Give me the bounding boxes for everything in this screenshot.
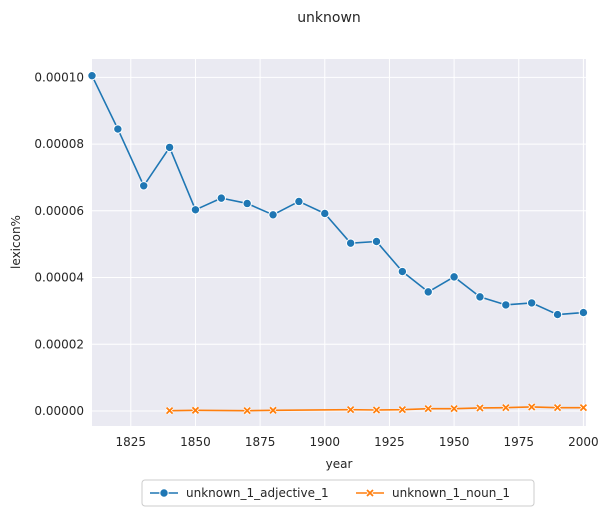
noun-series-point-stroke — [243, 407, 251, 415]
legend-entry-adjective-label: unknown_1_adjective_1 — [186, 486, 329, 500]
legend-entry-noun-label: unknown_1_noun_1 — [392, 486, 510, 500]
adjective-series-point — [501, 300, 511, 310]
noun-series-point-stroke — [269, 406, 277, 414]
x-tick-label: 1900 — [310, 435, 341, 449]
noun-series-point-stroke — [502, 404, 510, 412]
adjective-series-point — [423, 287, 433, 297]
legend-box — [141, 479, 535, 507]
adjective-series-point — [216, 193, 227, 203]
noun-series-point — [501, 403, 511, 412]
x-tick-label: 1925 — [374, 435, 405, 449]
adjective-series-point — [552, 309, 563, 320]
adjective-series — [87, 70, 589, 320]
noun-series-point-stroke — [579, 404, 588, 412]
y-tick-label: 0.00002 — [34, 337, 84, 351]
adjective-series-point — [294, 196, 304, 207]
x-tick-label: 2000 — [568, 435, 599, 449]
x-tick-label: 1850 — [180, 435, 211, 449]
noun-series-point-stroke — [372, 406, 381, 414]
adjective-series-point — [320, 208, 330, 219]
adjective-series-point — [113, 124, 123, 134]
noun-series-point-stroke — [191, 406, 200, 414]
x-tick-label: 1950 — [439, 435, 470, 449]
noun-series-point — [398, 405, 407, 414]
legend-entry-adjective-marker — [159, 488, 169, 498]
adjective-series-point — [242, 198, 252, 209]
noun-series-point-stroke — [528, 403, 536, 411]
noun-series-point — [346, 405, 355, 414]
adjective-series-point — [345, 238, 356, 248]
noun-series-point — [475, 403, 485, 413]
adjective-series-point — [578, 307, 589, 318]
adjective-series-point — [449, 272, 459, 282]
legend-entry-adjective: unknown_1_adjective_1 — [150, 486, 329, 500]
adjective-series-point — [164, 142, 175, 153]
noun-series-point-stroke — [347, 406, 355, 414]
y-axis-label: lexicon% — [9, 215, 23, 269]
legend-entry-noun-marker-stroke — [366, 489, 374, 497]
y-tick-label: 0.00006 — [34, 204, 84, 218]
adjective-series-point — [190, 205, 201, 215]
series-layer — [87, 70, 589, 415]
adjective-series-point — [397, 266, 408, 277]
x-axis-label: year — [326, 457, 353, 471]
noun-series-point — [191, 406, 200, 415]
noun-series-point — [372, 405, 381, 415]
adjective-series-point — [139, 181, 149, 191]
noun-series-point — [449, 404, 459, 413]
x-tick-label: 1975 — [503, 435, 534, 449]
legend: unknown_1_adjective_1 unknown_1_noun_1 — [141, 479, 535, 507]
noun-series-point — [242, 406, 252, 415]
y-tick-label: 0.00000 — [34, 404, 84, 418]
y-tick-label: 0.00008 — [34, 137, 84, 151]
noun-series-line — [169, 406, 584, 412]
adjective-series-point — [87, 70, 97, 81]
noun-series-point-stroke — [165, 407, 174, 415]
grid — [92, 59, 586, 426]
chart-title: unknown — [297, 10, 361, 26]
adjective-series-point — [526, 298, 537, 308]
noun-series-point-stroke — [450, 405, 458, 413]
legend-entry-noun-marker — [365, 488, 375, 498]
plot-area — [92, 59, 586, 426]
noun-series-point — [553, 403, 562, 412]
legend-entry-noun: unknown_1_noun_1 — [356, 486, 510, 500]
x-tick-label: 1825 — [116, 435, 147, 449]
noun-series-point-stroke — [553, 404, 562, 412]
x-tick-label: 1875 — [245, 435, 276, 449]
noun-series-point-stroke — [424, 405, 432, 413]
noun-series-point — [165, 406, 174, 415]
noun-series-point-stroke — [398, 406, 407, 414]
y-axis: 0.00000 0.00002 0.00004 0.00006 0.00008 0.000… — [34, 70, 84, 418]
adjective-series-point — [371, 236, 382, 247]
x-axis: 1825 1850 1875 1900 1925 1950 1975 2000 — [116, 435, 599, 449]
y-tick-label: 0.00004 — [34, 271, 84, 285]
noun-series-point — [424, 404, 433, 413]
noun-series-point — [527, 402, 536, 412]
noun-series-point — [579, 403, 588, 412]
adjective-series-point — [268, 210, 278, 220]
noun-series-point-stroke — [476, 404, 484, 412]
noun-series — [165, 402, 588, 415]
noun-series-point — [268, 406, 278, 415]
adjective-series-point — [475, 292, 485, 302]
y-tick-label: 0.00010 — [34, 70, 84, 84]
